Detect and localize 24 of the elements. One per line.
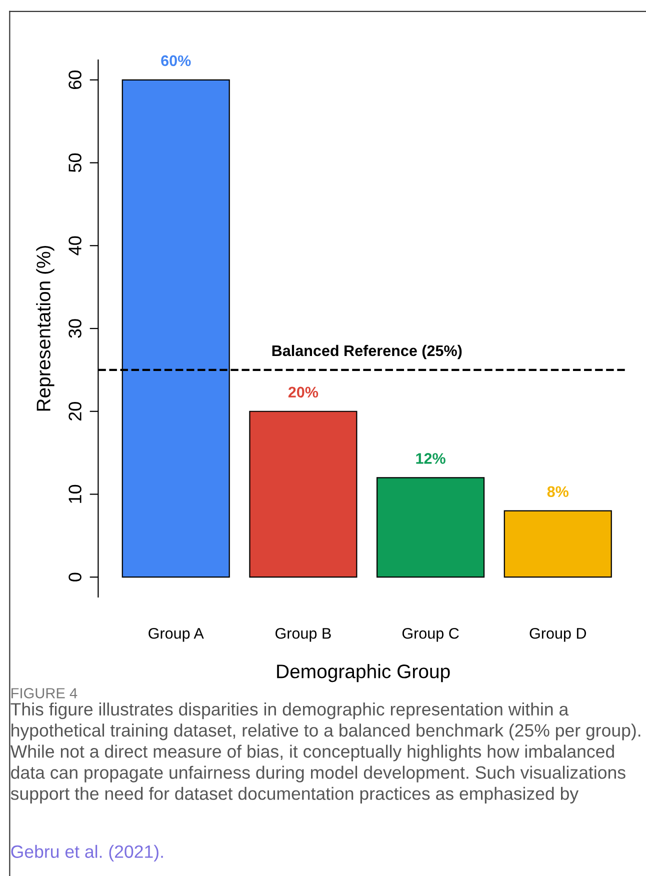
text: Gebru et al. (2021). [11, 844, 163, 862]
x-tick-label: Group D [530, 628, 586, 642]
y-tick-label: 40 [68, 236, 82, 256]
x-tick-label: Group B [276, 628, 331, 642]
data-label: 8% [547, 486, 569, 498]
caption: FIGURE 4 [12, 688, 78, 698]
data-label: 60% [161, 55, 191, 66]
bar [504, 510, 612, 578]
y-tick-label: 0 [68, 572, 82, 582]
data-label: 12% [416, 453, 446, 464]
bar [249, 410, 358, 578]
bar [376, 477, 485, 578]
data-label: 20% [288, 386, 318, 398]
x-tick-label: Group C [402, 628, 459, 642]
x-axis-title: Demographic Group [277, 664, 450, 682]
y-tick-label: 60 [68, 70, 82, 90]
y-tick-label: 20 [68, 402, 82, 420]
x-tick-label: Group A [148, 628, 204, 642]
y-tick-label: 30 [68, 319, 82, 338]
y-axis-title: Representation (%) [36, 246, 54, 411]
y-tick-label: 10 [68, 484, 82, 503]
y-tick-label: 50 [68, 153, 82, 172]
ref-line-label: Balanced Reference (25%) [272, 344, 462, 360]
text: This figure illustrates disparities in demographic representation within a hypothetical training dataset, relative to a balanced benchmark (25% per group). While not a direct measure of bias, it conceptually highlights how imbalanced data can propagate unfairness during model development. Such visualizations support the need for dataset documentation practices as emphasized by [10, 702, 640, 804]
